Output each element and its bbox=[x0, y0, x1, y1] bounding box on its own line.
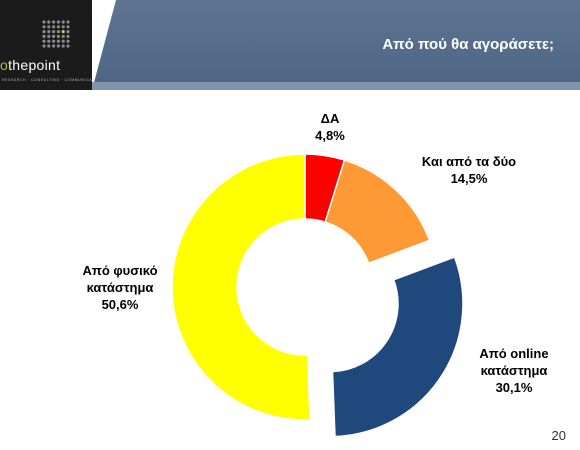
logo-wordmark-rest: thepoint bbox=[8, 57, 61, 73]
logo-dot bbox=[61, 25, 65, 29]
logo-dot bbox=[42, 34, 46, 38]
logo-dot-grid-icon bbox=[42, 20, 70, 48]
logo-dot bbox=[42, 44, 46, 48]
logo-dot bbox=[47, 20, 51, 24]
logo-dot bbox=[56, 44, 60, 48]
donut-slice-physical bbox=[171, 153, 311, 421]
header-strip bbox=[92, 82, 580, 90]
data-label-both-name: Και από τα δύο bbox=[421, 154, 517, 169]
logo-dot bbox=[47, 44, 51, 48]
data-label-physical-name-line1: Από φυσικό bbox=[82, 263, 158, 278]
logo-dot bbox=[61, 20, 65, 24]
data-label-online-name-line1: Από online bbox=[479, 346, 549, 361]
logo-dot bbox=[61, 30, 65, 34]
logo-dot bbox=[61, 39, 65, 43]
logo: othepoint RESEARCH · CONSULTING · COMMUN… bbox=[0, 0, 105, 90]
data-label-physical-name-line2: κατάστημα bbox=[86, 280, 154, 295]
logo-dot bbox=[47, 25, 51, 29]
logo-dot bbox=[42, 20, 46, 24]
data-label-physical-value: 50,6% bbox=[101, 297, 139, 312]
logo-dot bbox=[47, 30, 51, 34]
page-title: Από πού θα αγοράσετε; bbox=[382, 36, 554, 53]
logo-dot bbox=[66, 25, 70, 29]
logo-dot bbox=[42, 30, 46, 34]
data-label-both-value: 14,5% bbox=[450, 171, 488, 186]
data-label-da-value: 4,8% bbox=[315, 128, 345, 143]
logo-dot bbox=[61, 34, 65, 38]
data-label-online: Από online κατάστημα 30,1% bbox=[466, 345, 562, 396]
header-band bbox=[92, 0, 580, 90]
logo-wordmark-prefix: o bbox=[0, 57, 9, 73]
logo-dot bbox=[66, 34, 70, 38]
logo-dot bbox=[66, 39, 70, 43]
logo-dot bbox=[42, 39, 46, 43]
logo-dot bbox=[56, 39, 60, 43]
data-label-online-value: 30,1% bbox=[495, 380, 533, 395]
logo-dot bbox=[52, 44, 56, 48]
logo-dot bbox=[42, 25, 46, 29]
data-label-da: ΔΑ 4,8% bbox=[290, 110, 370, 144]
logo-dot bbox=[52, 34, 56, 38]
logo-dot bbox=[66, 20, 70, 24]
donut-slice-online bbox=[331, 256, 464, 438]
data-label-online-name-line2: κατάστημα bbox=[480, 363, 548, 378]
logo-dot bbox=[52, 20, 56, 24]
logo-dot bbox=[56, 20, 60, 24]
logo-dot bbox=[47, 39, 51, 43]
page-number: 20 bbox=[551, 428, 566, 443]
logo-dot bbox=[52, 30, 56, 34]
logo-dot bbox=[52, 25, 56, 29]
logo-dot bbox=[52, 39, 56, 43]
logo-dot bbox=[47, 34, 51, 38]
data-label-both: Και από τα δύο 14,5% bbox=[406, 153, 532, 187]
logo-dot bbox=[56, 34, 60, 38]
logo-dot bbox=[66, 44, 70, 48]
logo-dot bbox=[66, 30, 70, 34]
logo-dot bbox=[56, 25, 60, 29]
donut-slice-both bbox=[324, 159, 431, 265]
logo-tagline: RESEARCH · CONSULTING · COMMUNICATIONS bbox=[2, 78, 106, 82]
data-label-da-name: ΔΑ bbox=[320, 111, 340, 126]
data-label-physical: Από φυσικό κατάστημα 50,6% bbox=[70, 262, 170, 313]
logo-wordmark: othepoint bbox=[0, 57, 60, 73]
logo-dot bbox=[56, 30, 60, 34]
logo-dot bbox=[61, 44, 65, 48]
